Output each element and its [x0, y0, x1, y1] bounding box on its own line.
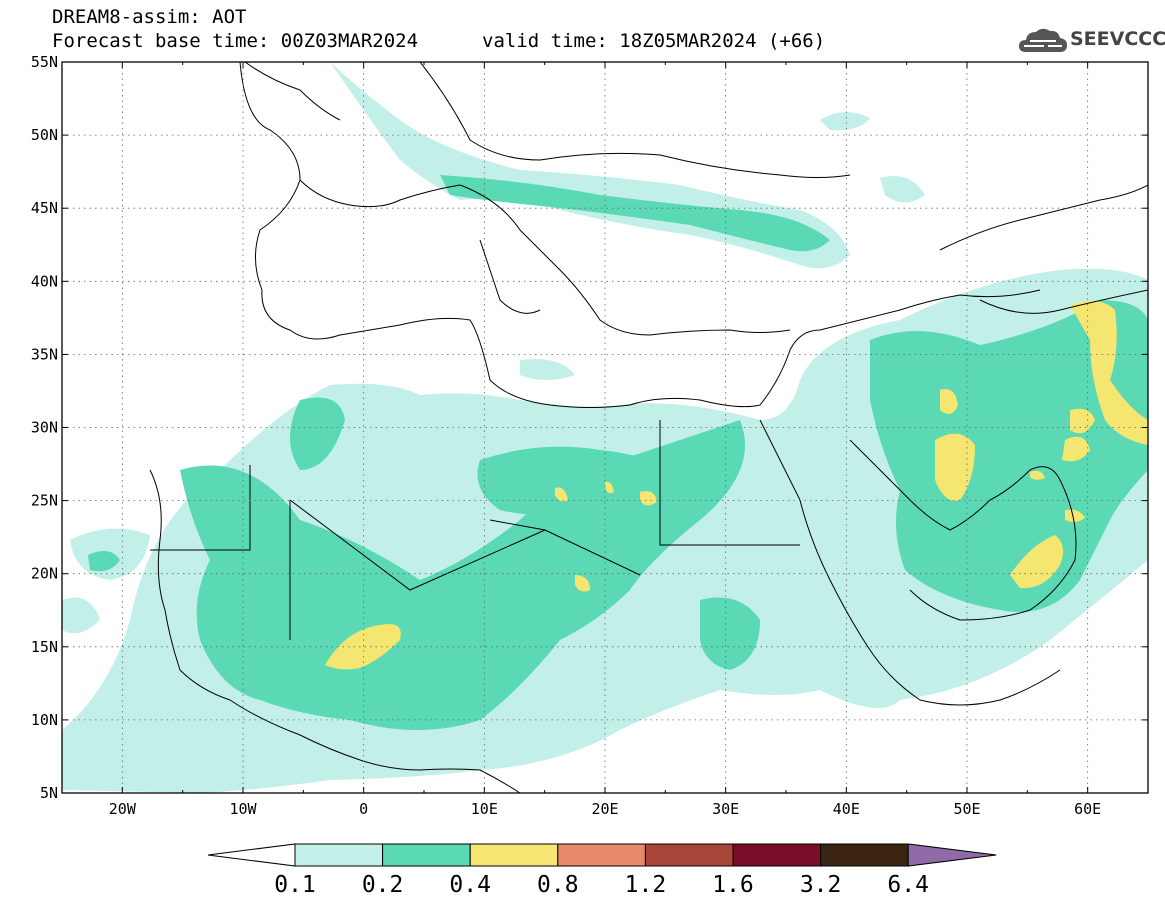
lat-label: 20N: [31, 565, 58, 583]
aot-level-0.4: [325, 301, 1148, 670]
logo-text: SEEVCCC: [1070, 28, 1165, 50]
map-title: DREAM8-assim: AOT: [52, 6, 247, 28]
colorbar-label: 0.4: [449, 872, 491, 898]
lat-label: 45N: [31, 199, 58, 217]
colorbar-label: 0.2: [362, 872, 404, 898]
colorbar-label: 1.2: [625, 872, 667, 898]
lat-label: 15N: [31, 638, 58, 656]
cloud-icon: [1019, 28, 1067, 52]
colorbar-under-arrow: [207, 843, 296, 867]
colorbar-swatch: [644, 843, 734, 867]
seevccc-logo: SEEVCCC: [1018, 24, 1165, 56]
lat-label: 30N: [31, 419, 58, 437]
colorbar-label: 0.8: [537, 872, 579, 898]
lat-label: 35N: [31, 345, 58, 363]
lon-label: 50E: [953, 800, 980, 818]
lat-label: 5N: [40, 784, 58, 802]
lat-label: 10N: [31, 711, 58, 729]
forecast-base-time: Forecast base time: 00Z03MAR2024: [52, 30, 419, 52]
aot-field: [62, 62, 1148, 793]
lon-label: 0: [359, 800, 368, 818]
lon-label: 20E: [591, 800, 618, 818]
colorbar-label: 1.6: [712, 872, 754, 898]
aot-level-0.2: [88, 175, 1148, 730]
coastlines: [149, 62, 1148, 793]
colorbar-label: 0.1: [274, 872, 316, 898]
lon-label: 10E: [471, 800, 498, 818]
colorbar-swatch: [820, 843, 909, 867]
lat-label: 50N: [31, 126, 58, 144]
colorbar: [207, 843, 997, 867]
colorbar-label: 3.2: [800, 872, 842, 898]
colorbar-over-arrow: [907, 843, 997, 867]
colorbar-swatch: [732, 843, 822, 867]
valid-time: valid time: 18Z05MAR2024 (+66): [482, 30, 826, 52]
lon-label: 30E: [712, 800, 739, 818]
colorbar-labels: 0.1 0.2 0.4 0.8 1.2 1.6 3.2 6.4: [274, 872, 929, 898]
colorbar-swatch: [382, 843, 471, 867]
lat-label: 55N: [31, 53, 58, 71]
colorbar-swatch: [469, 843, 559, 867]
axis-ticks: [61, 61, 1149, 794]
lat-label: 40N: [31, 272, 58, 290]
lat-label: 25N: [31, 492, 58, 510]
latitude-labels: 55N 50N 45N 40N 35N 30N 25N 20N 15N 10N 5N: [31, 53, 58, 802]
colorbar-swatch: [557, 843, 646, 867]
lon-label: 60E: [1074, 800, 1101, 818]
colorbar-swatch: [294, 843, 384, 867]
lon-label: 40E: [833, 800, 860, 818]
colorbar-label: 6.4: [887, 872, 929, 898]
longitude-labels: 20W 10W 0 10E 20E 30E 40E 50E 60E: [109, 800, 1101, 818]
lon-label: 10W: [229, 800, 257, 818]
graticule: [62, 62, 1148, 793]
lon-label: 20W: [109, 800, 137, 818]
